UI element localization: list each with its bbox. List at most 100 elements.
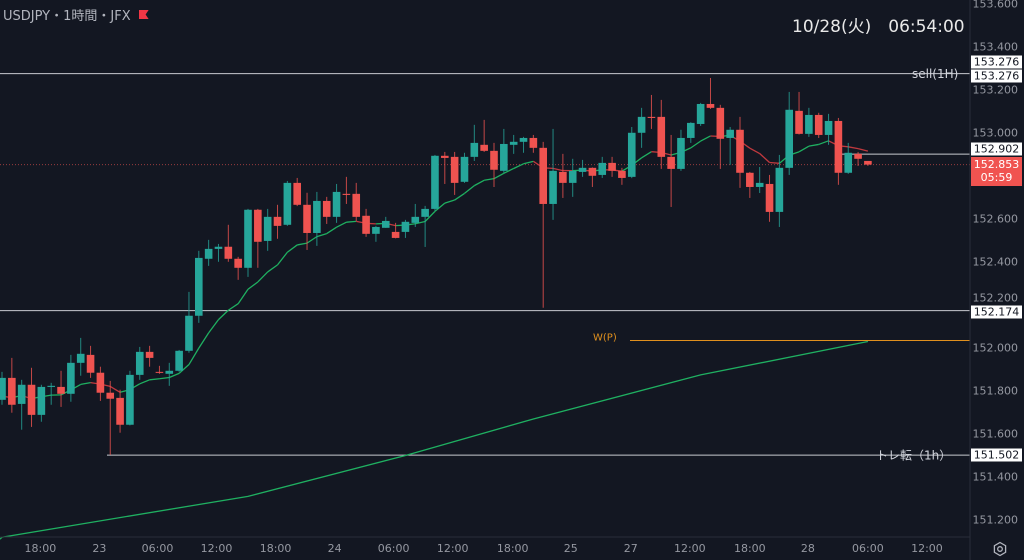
bar-countdown: 05:59: [980, 171, 1013, 184]
time-tick-label: 06:00: [852, 542, 884, 555]
candle-body: [254, 209, 262, 242]
candle-bearish: [834, 117, 843, 185]
short-moving-average-segment: [434, 202, 446, 212]
candle-bullish: [687, 122, 695, 143]
candle-body: [775, 167, 784, 212]
candle-body: [588, 167, 597, 176]
candle-bearish: [342, 176, 351, 204]
time-tick-label: 18:00: [24, 542, 57, 555]
candle-bullish: [578, 159, 587, 177]
candle-body: [460, 156, 469, 182]
candle-bearish: [706, 77, 715, 109]
candle-bearish: [441, 151, 449, 184]
candle-bullish: [204, 239, 213, 266]
candle-bearish: [362, 208, 370, 237]
candle-bearish: [106, 380, 115, 455]
short-moving-average-segment: [257, 271, 269, 283]
current-price-tag: 152.853 05:59: [971, 157, 1022, 186]
price-tick-label: 151.800: [972, 384, 1019, 398]
time-tick-label: 27: [623, 542, 638, 555]
candle-bullish: [67, 354, 75, 402]
short-moving-average-segment: [493, 172, 505, 180]
short-moving-average-segment: [464, 185, 475, 194]
candle-bullish: [844, 142, 853, 174]
short-moving-average-segment: [818, 140, 829, 146]
candle-bullish: [185, 291, 193, 353]
candle-body: [86, 354, 95, 373]
candle-bearish: [322, 196, 331, 224]
candle-bearish: [450, 151, 459, 195]
candle-body: [0, 377, 6, 400]
candle-body: [283, 182, 292, 225]
candle-body: [726, 129, 734, 138]
candle-body: [657, 116, 666, 157]
short-moving-average-segment: [769, 161, 780, 164]
short-moving-average-segment: [286, 244, 298, 253]
sell-line-label: sell(1H): [912, 67, 959, 81]
candle-body: [381, 220, 390, 228]
candle-body: [608, 162, 616, 171]
candle-bearish: [490, 142, 498, 187]
candle-bullish: [381, 216, 390, 228]
candle-body: [647, 116, 656, 118]
candle-body: [155, 371, 164, 373]
price-tick-label: 151.200: [972, 513, 1019, 527]
short-moving-average-segment: [513, 163, 524, 170]
candle-body: [568, 170, 577, 183]
candle-body: [57, 386, 65, 394]
sell-price-tag-1: 153.276: [971, 55, 1022, 69]
candle-body: [401, 221, 410, 232]
candle-bearish: [864, 160, 872, 166]
candle-bearish: [155, 365, 164, 374]
candle-body: [746, 172, 754, 187]
short-moving-average-segment: [749, 147, 760, 155]
time-tick-label: 12:00: [200, 542, 233, 555]
short-moving-average-segment: [139, 379, 150, 385]
short-moving-average-segment: [641, 151, 652, 159]
candle-bearish: [303, 192, 311, 250]
short-moving-average-segment: [808, 143, 819, 147]
candle-body: [352, 193, 361, 217]
datetime-display: 10/28(火) 06:54:00: [792, 17, 965, 37]
candle-bearish: [116, 389, 124, 433]
time-tick-label: 25: [563, 542, 578, 555]
short-moving-average-segment: [178, 364, 190, 374]
candle-body: [441, 155, 449, 158]
candle-body: [834, 120, 843, 173]
time-tick-label: 12:00: [673, 542, 706, 555]
candle-bearish: [224, 224, 233, 262]
candle-bullish: [726, 126, 734, 165]
short-moving-average-segment: [798, 145, 810, 153]
candle-bullish: [824, 113, 833, 145]
short-moving-average-segment: [109, 385, 121, 393]
candle-bullish: [17, 379, 26, 430]
candle-bullish: [76, 337, 85, 376]
short-moving-average-segment: [208, 319, 220, 334]
price-tick-label: 152.200: [972, 291, 1019, 304]
candle-bullish: [195, 250, 203, 323]
candle-body: [175, 350, 183, 371]
short-moving-average-segment: [218, 309, 229, 321]
candle-bearish: [57, 370, 65, 407]
candle-body: [244, 209, 252, 268]
candle-body: [195, 257, 203, 316]
candle-bullish: [519, 136, 528, 153]
candle-body: [805, 114, 813, 134]
price-tick-label: 153.600: [972, 0, 1019, 11]
time-tick-label: 28: [800, 542, 815, 555]
candle-body: [411, 216, 420, 223]
short-moving-average-segment: [169, 372, 180, 379]
candle-bullish: [637, 107, 646, 148]
price-tick-label: 152.600: [972, 212, 1019, 226]
short-moving-average-segment: [188, 347, 200, 365]
symbol-header[interactable]: USDJPY・1時間・JFX: [3, 5, 149, 24]
candle-body: [214, 246, 223, 249]
flag-icon[interactable]: [138, 10, 149, 19]
time-tick-label: 18:00: [496, 542, 529, 555]
candle-body: [529, 137, 538, 148]
price-tick-label: 153.000: [972, 126, 1019, 140]
settings-icon[interactable]: [992, 541, 1008, 557]
short-moving-average-segment: [306, 236, 318, 244]
short-moving-average-segment: [346, 220, 357, 223]
